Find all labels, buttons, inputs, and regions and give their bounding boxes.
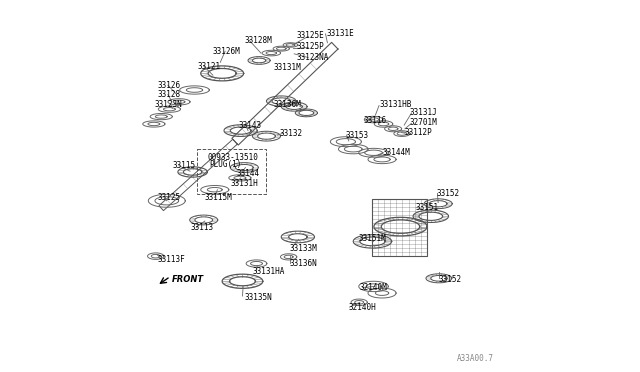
Text: 33151M: 33151M: [359, 234, 387, 243]
Text: FRONT: FRONT: [172, 275, 204, 283]
Text: 33136M: 33136M: [274, 100, 301, 109]
Text: 33144M: 33144M: [382, 148, 410, 157]
Text: 33131E: 33131E: [326, 29, 354, 38]
Text: 32701M: 32701M: [410, 118, 437, 127]
Text: 33131J: 33131J: [410, 108, 437, 117]
Text: 33132: 33132: [280, 129, 303, 138]
Text: 33135N: 33135N: [244, 293, 272, 302]
Text: 33123NA: 33123NA: [296, 53, 328, 62]
Text: 33125E: 33125E: [296, 31, 324, 40]
Text: 32140M: 32140M: [360, 283, 388, 292]
Text: 32140H: 32140H: [349, 303, 376, 312]
Text: 33126M: 33126M: [213, 47, 241, 56]
Text: 33112P: 33112P: [404, 128, 432, 137]
Text: PLUG(1): PLUG(1): [209, 160, 242, 169]
Text: 33152: 33152: [438, 275, 461, 283]
Text: 33116: 33116: [364, 116, 387, 125]
Text: 33121: 33121: [197, 61, 221, 71]
Text: 33113: 33113: [190, 223, 213, 232]
Text: 33131HA: 33131HA: [253, 267, 285, 276]
Text: 33136N: 33136N: [290, 259, 317, 268]
Text: 33125: 33125: [157, 193, 180, 202]
Text: 33123N: 33123N: [155, 100, 182, 109]
Text: 33144: 33144: [237, 169, 260, 177]
Text: 33128M: 33128M: [244, 36, 272, 45]
Text: 33153: 33153: [345, 131, 368, 140]
Text: 33126: 33126: [157, 81, 180, 90]
Text: 33131H: 33131H: [230, 179, 259, 187]
Text: 33152: 33152: [436, 189, 460, 198]
Text: 33113F: 33113F: [157, 254, 186, 264]
Text: 33151: 33151: [415, 203, 438, 212]
Text: 33128: 33128: [157, 90, 180, 99]
Text: 33115: 33115: [172, 161, 195, 170]
Text: 00933-13510: 00933-13510: [207, 153, 259, 162]
Text: 33143: 33143: [239, 121, 262, 129]
Text: A33A00.7: A33A00.7: [456, 354, 493, 363]
Text: 33131HB: 33131HB: [379, 100, 412, 109]
Text: 33131M: 33131M: [274, 62, 301, 72]
Text: 33115M: 33115M: [205, 193, 232, 202]
Text: 33125P: 33125P: [296, 42, 324, 51]
Text: 33133M: 33133M: [290, 244, 317, 253]
